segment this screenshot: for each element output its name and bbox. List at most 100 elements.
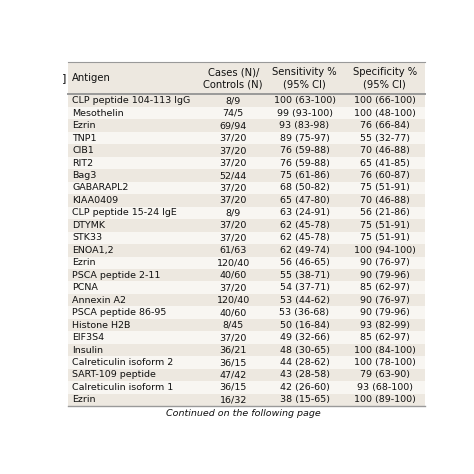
Text: 8/45: 8/45 [223, 320, 244, 329]
Text: 75 (51-91): 75 (51-91) [360, 233, 410, 242]
Text: 100 (89-100): 100 (89-100) [354, 395, 416, 404]
Bar [68, 132, 425, 145]
Text: 100 (66-100): 100 (66-100) [354, 96, 416, 105]
Text: 40/60: 40/60 [219, 271, 247, 280]
Text: 42 (26-60): 42 (26-60) [280, 383, 329, 392]
Text: Continued on the following page: Continued on the following page [165, 409, 320, 418]
Text: Insulin: Insulin [72, 346, 103, 355]
Text: 62 (45-78): 62 (45-78) [280, 233, 329, 242]
Text: 69/94: 69/94 [219, 121, 247, 130]
Text: Antigen: Antigen [72, 73, 111, 83]
Text: ]: ] [62, 73, 66, 83]
Text: 54 (37-71): 54 (37-71) [280, 283, 329, 292]
Text: 61/63: 61/63 [219, 246, 247, 255]
Text: 93 (83-98): 93 (83-98) [280, 121, 329, 130]
Text: DTYMK: DTYMK [72, 221, 105, 230]
Text: CLP peptide 104-113 IgG: CLP peptide 104-113 IgG [72, 96, 191, 105]
Bar [68, 157, 425, 169]
Text: 75 (61-86): 75 (61-86) [280, 171, 329, 180]
Text: 49 (32-66): 49 (32-66) [280, 333, 329, 342]
Text: 90 (76-97): 90 (76-97) [360, 296, 410, 305]
Bar [68, 145, 425, 157]
Text: 37/20: 37/20 [219, 333, 247, 342]
Text: Annexin A2: Annexin A2 [72, 296, 126, 305]
Bar [68, 282, 425, 294]
Text: 56 (21-86): 56 (21-86) [360, 209, 410, 218]
Text: 100 (48-100): 100 (48-100) [354, 109, 416, 118]
Text: 100 (78-100): 100 (78-100) [354, 358, 416, 367]
Text: 70 (46-88): 70 (46-88) [360, 196, 410, 205]
Text: 37/20: 37/20 [219, 134, 247, 143]
Text: 36/21: 36/21 [219, 346, 247, 355]
Text: Calreticulin isoform 2: Calreticulin isoform 2 [72, 358, 173, 367]
Bar [68, 331, 425, 344]
Text: 50 (16-84): 50 (16-84) [280, 320, 329, 329]
Text: GABARAPL2: GABARAPL2 [72, 183, 128, 192]
Text: 120/40: 120/40 [217, 296, 250, 305]
Bar [68, 306, 425, 319]
Text: 8/9: 8/9 [226, 96, 241, 105]
Text: CLP peptide 15-24 IgE: CLP peptide 15-24 IgE [72, 209, 177, 218]
Text: 62 (49-74): 62 (49-74) [280, 246, 329, 255]
Bar [68, 107, 425, 119]
Text: CIB1: CIB1 [72, 146, 94, 155]
Text: 8/9: 8/9 [226, 209, 241, 218]
Bar [68, 294, 425, 306]
Text: 48 (30-65): 48 (30-65) [280, 346, 329, 355]
Text: 56 (46-65): 56 (46-65) [280, 258, 329, 267]
Bar [68, 194, 425, 207]
Text: Bag3: Bag3 [72, 171, 97, 180]
Text: 74/5: 74/5 [223, 109, 244, 118]
Text: 75 (51-91): 75 (51-91) [360, 183, 410, 192]
Text: 93 (82-99): 93 (82-99) [360, 320, 410, 329]
Text: 99 (93-100): 99 (93-100) [276, 109, 332, 118]
Text: 53 (44-62): 53 (44-62) [280, 296, 329, 305]
Text: 37/20: 37/20 [219, 183, 247, 192]
Text: 47/42: 47/42 [219, 371, 247, 380]
Text: 40/60: 40/60 [219, 308, 247, 317]
Text: STK33: STK33 [72, 233, 102, 242]
Text: 55 (32-77): 55 (32-77) [360, 134, 410, 143]
Text: 75 (51-91): 75 (51-91) [360, 221, 410, 230]
Text: 85 (62-97): 85 (62-97) [360, 283, 410, 292]
Text: 79 (63-90): 79 (63-90) [360, 371, 410, 380]
Text: Calreticulin isoform 1: Calreticulin isoform 1 [72, 383, 173, 392]
Text: SART-109 peptide: SART-109 peptide [72, 371, 156, 380]
Bar [68, 356, 425, 369]
Text: 93 (68-100): 93 (68-100) [356, 383, 413, 392]
Bar [68, 369, 425, 381]
Bar [68, 219, 425, 232]
Bar [68, 63, 425, 94]
Bar [68, 381, 425, 394]
Text: 36/15: 36/15 [219, 358, 247, 367]
Text: 62 (45-78): 62 (45-78) [280, 221, 329, 230]
Text: Histone H2B: Histone H2B [72, 320, 130, 329]
Text: Mesothelin: Mesothelin [72, 109, 124, 118]
Text: 90 (79-96): 90 (79-96) [360, 308, 410, 317]
Text: 70 (46-88): 70 (46-88) [360, 146, 410, 155]
Text: EIF3S4: EIF3S4 [72, 333, 104, 342]
Text: 100 (84-100): 100 (84-100) [354, 346, 416, 355]
Text: 68 (50-82): 68 (50-82) [280, 183, 329, 192]
Text: Ezrin: Ezrin [72, 258, 96, 267]
Text: 89 (75-97): 89 (75-97) [280, 134, 329, 143]
Text: Sensitivity %
(95% CI): Sensitivity % (95% CI) [272, 67, 337, 90]
Bar [68, 232, 425, 244]
Bar [68, 94, 425, 107]
Bar [68, 319, 425, 331]
Bar [68, 256, 425, 269]
Text: 37/20: 37/20 [219, 158, 247, 167]
Text: TNP1: TNP1 [72, 134, 97, 143]
Bar [68, 344, 425, 356]
Text: 37/20: 37/20 [219, 196, 247, 205]
Text: 44 (28-62): 44 (28-62) [280, 358, 329, 367]
Text: 37/20: 37/20 [219, 283, 247, 292]
Text: KIAA0409: KIAA0409 [72, 196, 118, 205]
Text: Ezrin: Ezrin [72, 395, 96, 404]
Text: 65 (41-85): 65 (41-85) [360, 158, 410, 167]
Text: PSCA peptide 86-95: PSCA peptide 86-95 [72, 308, 166, 317]
Text: 37/20: 37/20 [219, 221, 247, 230]
Text: 90 (79-96): 90 (79-96) [360, 271, 410, 280]
Bar [68, 207, 425, 219]
Bar [68, 119, 425, 132]
